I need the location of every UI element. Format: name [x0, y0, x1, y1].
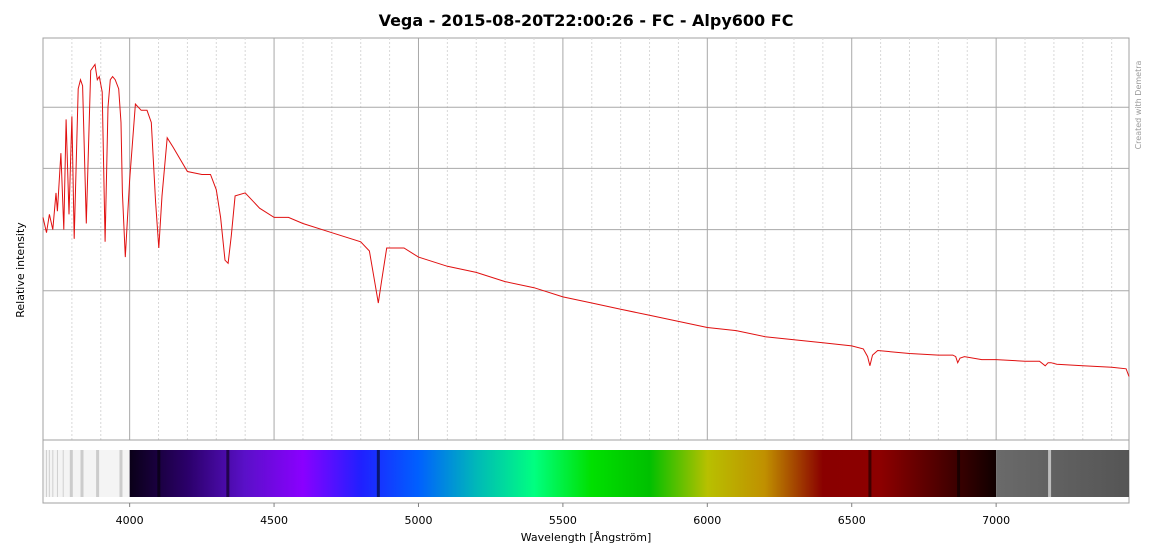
spectrum-strip-visible [129, 450, 997, 497]
absorption-line [48, 450, 50, 497]
x-axis-label: Wavelength [Ångström] [521, 531, 652, 544]
absorption-line [62, 450, 64, 497]
x-tick-label: 6500 [838, 514, 866, 527]
uv-band [44, 450, 130, 497]
absorption-line [157, 450, 161, 497]
demetra-credit: Created with Demetra [1134, 60, 1143, 149]
chart-title: Vega - 2015-08-20T22:00:26 - FC - Alpy60… [379, 11, 794, 30]
absorption-line [868, 450, 872, 497]
spectrum-strip-ir-region [996, 450, 1129, 497]
y-axis-label: Relative intensity [14, 222, 27, 318]
x-tick-label: 6000 [693, 514, 721, 527]
x-tick-label: 4000 [116, 514, 144, 527]
absorption-line [56, 450, 58, 497]
spectrum-line [42, 63, 1130, 377]
absorption-line [376, 450, 380, 497]
absorption-line [96, 450, 100, 497]
absorption-line [45, 450, 47, 497]
absorption-line [1048, 450, 1052, 497]
major-gridlines [129, 38, 997, 440]
absorption-line [80, 450, 84, 497]
x-tick-label: 4500 [260, 514, 288, 527]
x-axis-ticks: 4000 4500 5000 5500 6000 6500 7000 [116, 503, 1010, 527]
x-tick-label: 5000 [404, 514, 432, 527]
horizontal-gridlines [43, 106, 1129, 292]
plot-frame [42, 37, 1130, 441]
x-tick-label: 7000 [982, 514, 1010, 527]
x-tick-label: 5500 [549, 514, 577, 527]
spectrum-strip-uv-region [44, 450, 130, 497]
absorption-line [957, 450, 961, 497]
absorption-line [226, 450, 230, 497]
minor-gridlines [71, 38, 1113, 440]
absorption-line [69, 450, 73, 497]
absorption-line [119, 450, 123, 497]
absorption-line [52, 450, 54, 497]
spectrum-absorption-lines [45, 450, 1052, 497]
